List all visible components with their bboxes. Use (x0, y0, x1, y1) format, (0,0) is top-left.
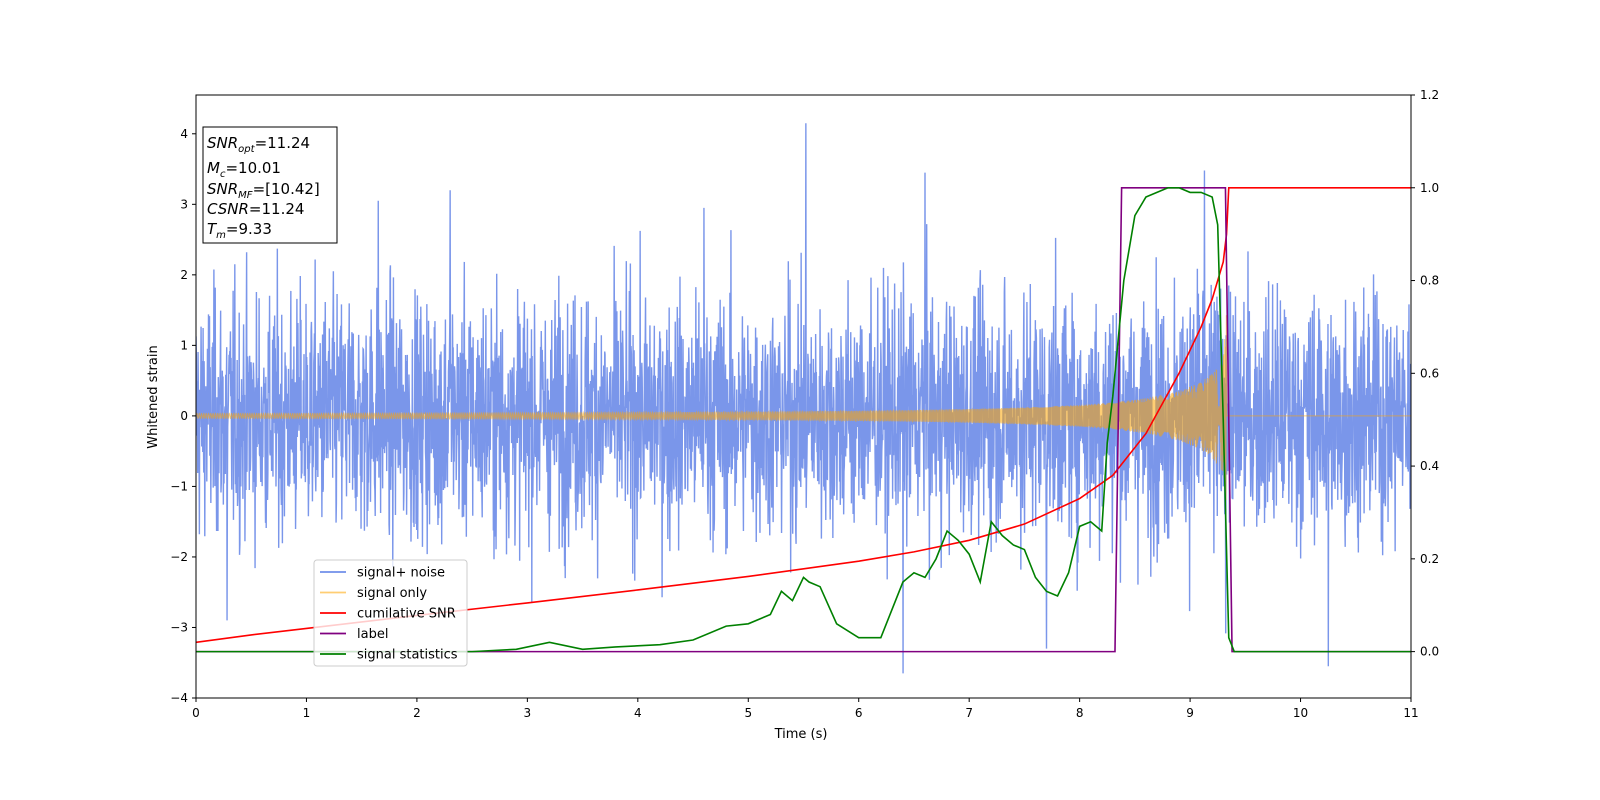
annotation-subscript: opt (238, 144, 255, 155)
legend: signal+ noise signal only cumilative SNR la… (313, 559, 468, 667)
annotation-value: =11.24 (249, 200, 305, 218)
legend-label: cumilative SNR (357, 607, 456, 622)
x-tick-label: 3 (524, 706, 532, 720)
y2-tick-label: 0.8 (1420, 274, 1439, 288)
y-tick-label: −1 (170, 479, 188, 493)
x-axis-label: Time (s) (774, 727, 828, 742)
y-tick-label: 2 (180, 268, 188, 282)
annotation-line: SNRopt=11.24 (207, 134, 310, 155)
x-axis-ticks: 0 1 2 3 4 5 6 7 8 9 10 11 (192, 698, 1419, 720)
parameter-annotation-box: SNRopt=11.24Mc=10.01SNRMF=[10.42]CSNR=11… (202, 126, 338, 244)
annotation-symbol: SNR (207, 180, 238, 198)
x-tick-label: 8 (1076, 706, 1084, 720)
annotation-line: Mc=10.01 (207, 159, 281, 180)
x-tick-label: 5 (744, 706, 752, 720)
annotation-subscript: MF (238, 190, 253, 201)
y-axis-left-ticks: −4 −3 −2 −1 0 1 2 3 4 (170, 127, 196, 705)
noise-series-layer (196, 123, 1411, 674)
y-tick-label: −3 (170, 620, 188, 634)
annotation-line: CSNR=11.24 (207, 200, 304, 218)
x-tick-label: 9 (1186, 706, 1194, 720)
y2-tick-label: 0.2 (1420, 552, 1439, 566)
y2-tick-label: 1.2 (1420, 88, 1439, 102)
x-tick-label: 0 (192, 706, 200, 720)
legend-label: signal statistics (357, 648, 458, 663)
y2-tick-label: 0.4 (1420, 459, 1439, 473)
x-tick-label: 2 (413, 706, 421, 720)
signal-statistics-line (196, 186, 1411, 653)
signal-noise-line (196, 123, 1411, 674)
y-tick-label: −4 (170, 691, 188, 705)
annotation-value: =11.24 (255, 134, 311, 152)
annotation-value: =[10.42] (253, 180, 320, 198)
y-axis-label: Whitened strain (146, 345, 161, 448)
y-tick-label: 0 (180, 409, 188, 423)
x-tick-label: 7 (965, 706, 973, 720)
annotation-subscript: c (220, 169, 226, 180)
annotation-symbol: SNR (207, 134, 238, 152)
legend-label: signal+ noise (357, 566, 445, 581)
x-tick-label: 10 (1293, 706, 1308, 720)
annotation-line: Tm=9.33 (207, 220, 272, 241)
y2-tick-label: 0.0 (1420, 645, 1439, 659)
y-axis-right-ticks: 0.0 0.2 0.4 0.6 0.8 1.0 1.2 (1411, 88, 1439, 659)
legend-label: signal only (357, 586, 427, 601)
annotation-subscript: m (216, 230, 226, 241)
y-tick-label: 4 (180, 127, 188, 141)
annotation-symbol: M (207, 159, 220, 177)
legend-label: label (357, 627, 388, 642)
annotation-symbol: T (207, 220, 218, 238)
y-tick-label: 3 (180, 197, 188, 211)
x-tick-label: 4 (634, 706, 642, 720)
annotation-symbol: CSNR (207, 200, 249, 218)
y-tick-label: −2 (170, 550, 188, 564)
signal-only-line (196, 315, 1411, 501)
annotation-line: SNRMF=[10.42] (207, 180, 320, 201)
plot-frame (195, 94, 1412, 699)
y2-tick-label: 0.6 (1420, 366, 1439, 380)
y-tick-label: 1 (180, 338, 188, 352)
signal-series-layer (196, 315, 1411, 501)
y2-tick-label: 1.0 (1420, 181, 1439, 195)
annotation-value: =10.01 (225, 159, 281, 177)
x-tick-label: 6 (855, 706, 863, 720)
x-tick-label: 11 (1403, 706, 1418, 720)
signal-statistics-layer (196, 186, 1411, 653)
x-tick-label: 1 (303, 706, 311, 720)
annotation-value: =9.33 (226, 220, 272, 238)
